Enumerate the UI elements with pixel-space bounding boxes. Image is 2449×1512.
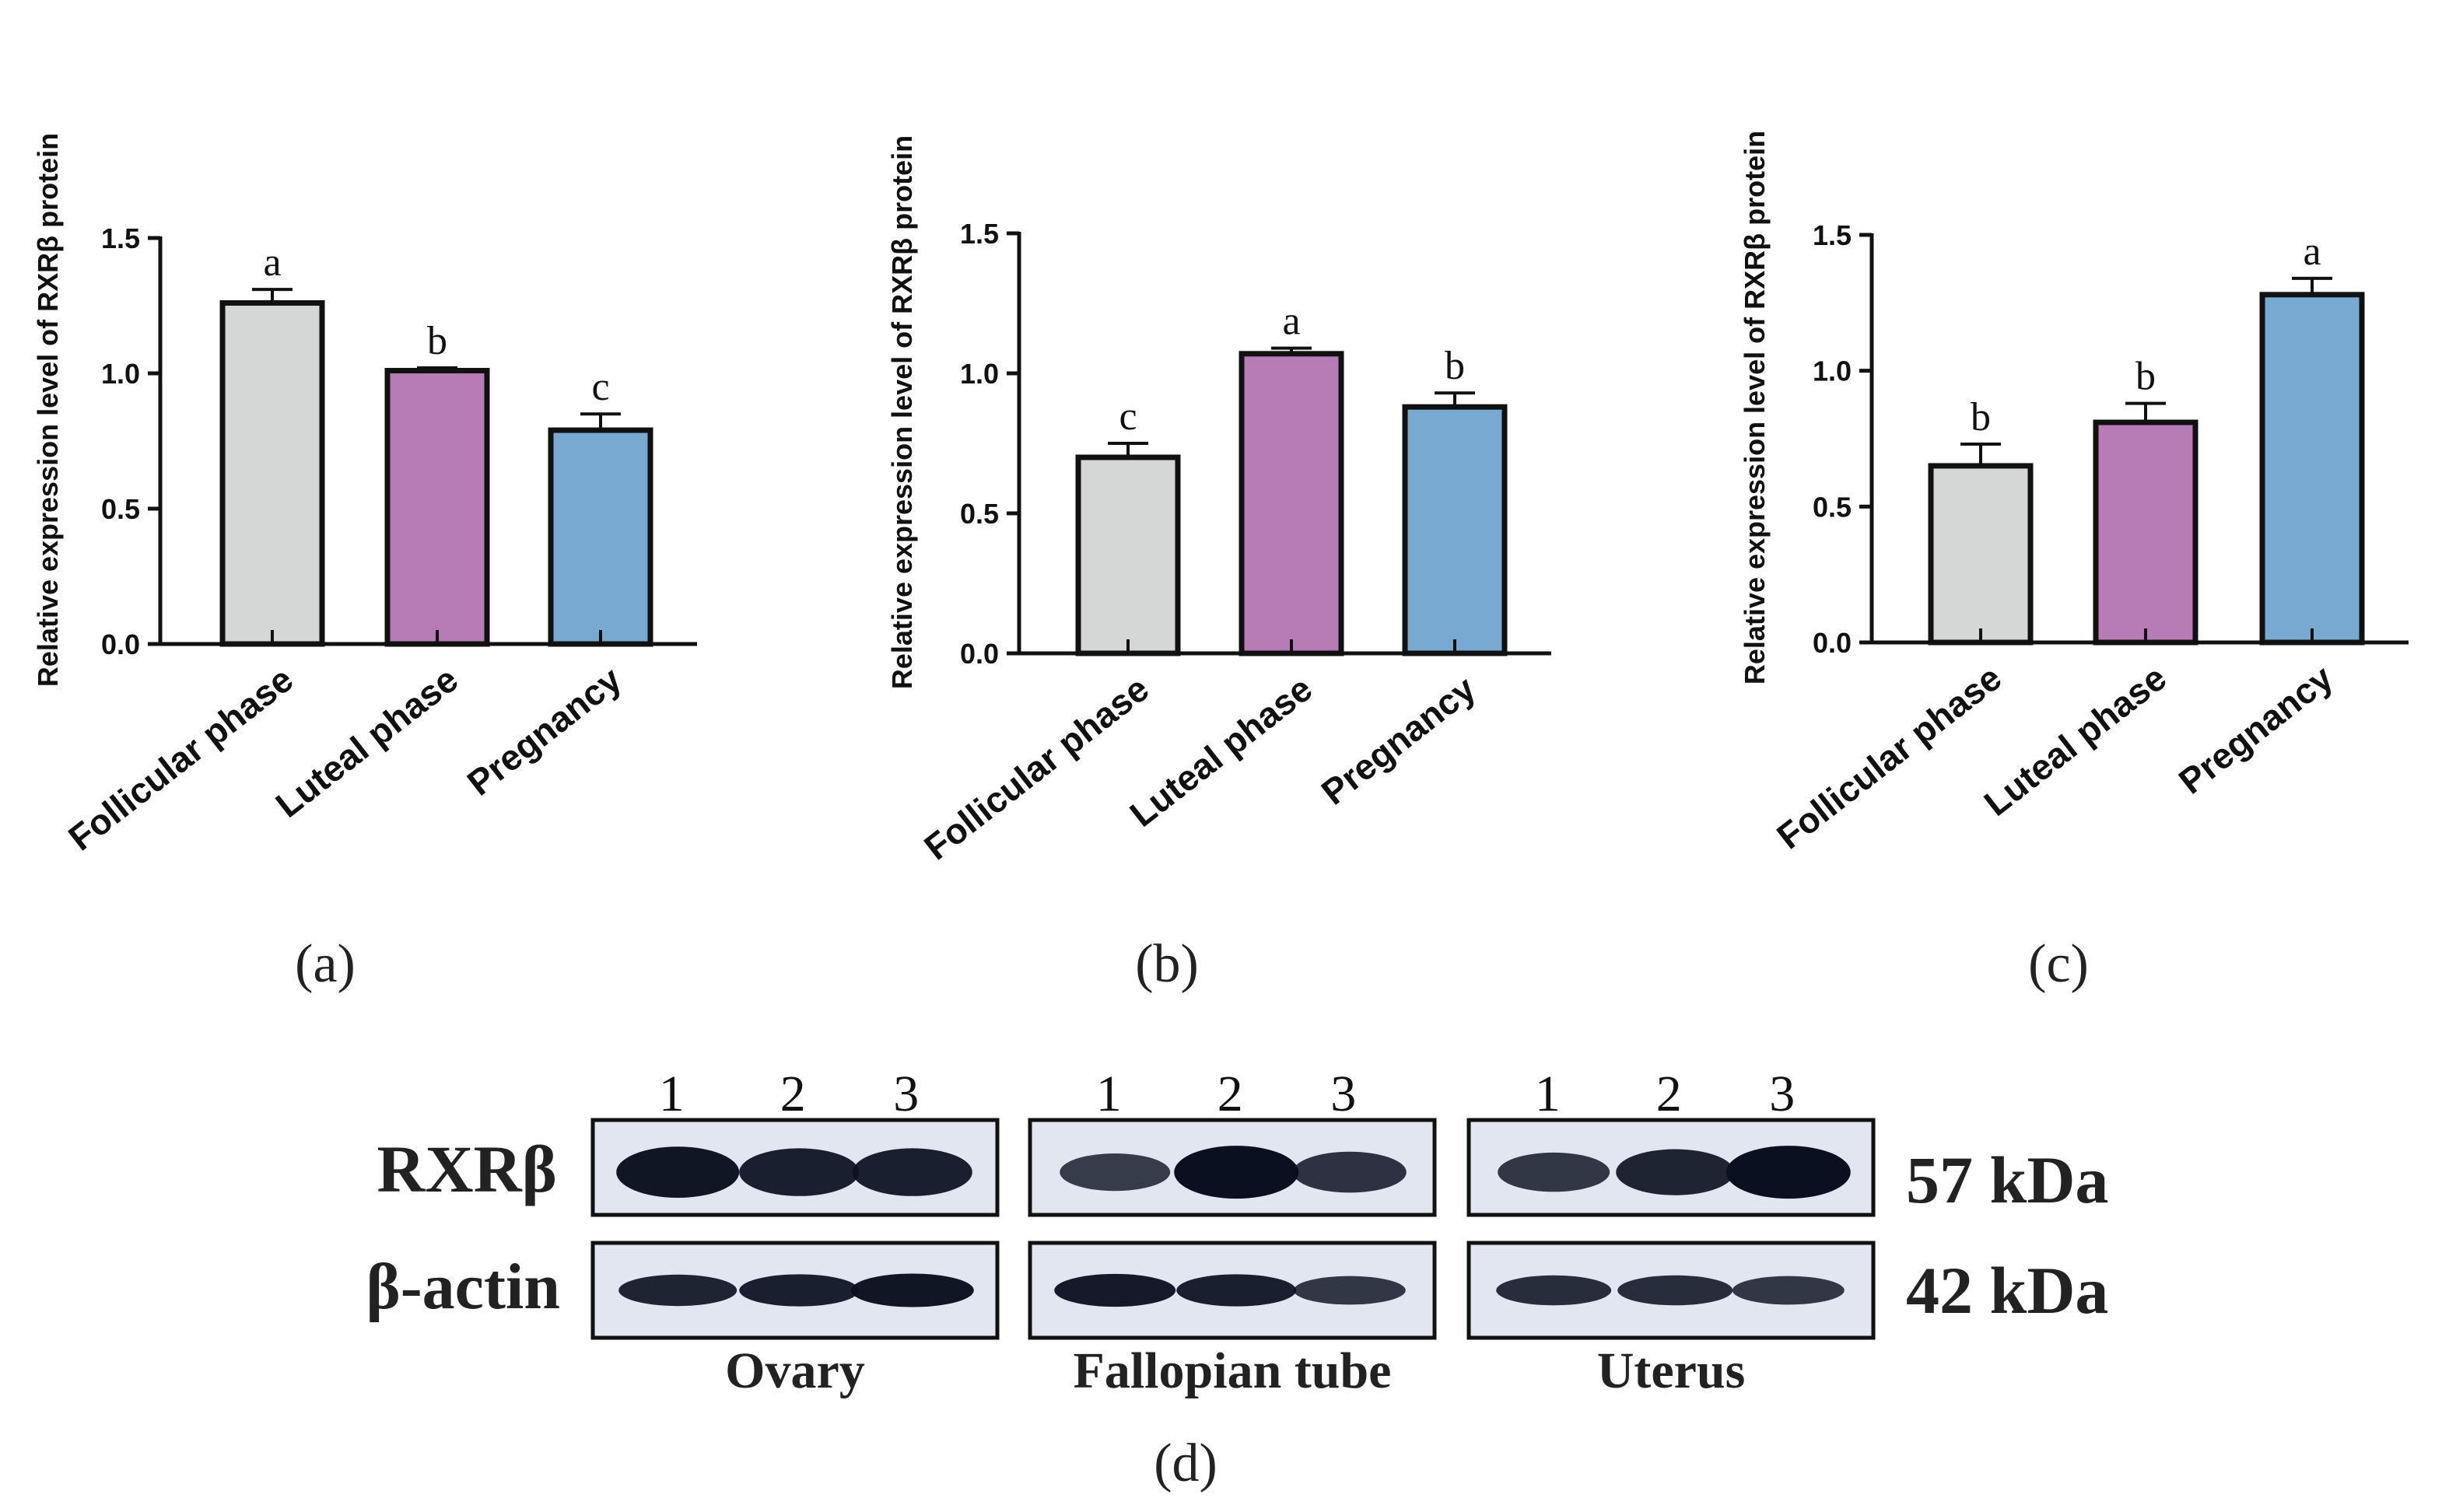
y-tick-label: 1.0	[1813, 355, 1852, 387]
significance-letter: b	[2135, 355, 2156, 399]
blot-band	[739, 1148, 860, 1196]
category-label: Follicular phase	[916, 668, 1156, 868]
bar-follicular-phase	[219, 300, 325, 647]
blot-band	[1174, 1146, 1299, 1199]
tissue-label: Ovary	[725, 1342, 865, 1399]
row-label-beta-actin: β-actin	[366, 1251, 560, 1323]
category-label: Luteal phase	[268, 659, 466, 825]
panel-label: (a)	[295, 934, 356, 994]
significance-letter: a	[2303, 229, 2321, 274]
lane-number: 3	[893, 1066, 919, 1122]
panel-label: (b)	[1135, 934, 1199, 994]
bar-pregnancy	[2259, 292, 2365, 646]
lane-number: 2	[1217, 1066, 1243, 1122]
bar-follicular-phase	[1928, 463, 2034, 646]
blot-band	[1616, 1149, 1735, 1195]
panel-label: (d)	[1154, 1433, 1217, 1493]
blot-band	[618, 1274, 738, 1307]
bar-luteal-phase	[384, 368, 490, 647]
y-tick-label: 1.5	[101, 222, 140, 254]
blot-band	[1292, 1151, 1407, 1193]
bar-pregnancy	[1402, 404, 1508, 656]
category-label: Pregnancy	[2171, 657, 2341, 802]
row-label-rxrb: RXRβ	[377, 1132, 557, 1206]
y-axis-title: Relative expression level of RXRβ protei…	[1739, 131, 1771, 684]
chart-b: 0.0 0.5 1.0 1.5 Relative expression level of…	[886, 135, 1551, 994]
bar-charts: 0.0 0.5 1.0 1.5 Relative expression level of…	[32, 131, 2409, 994]
significance-letter: a	[263, 240, 281, 285]
chart-a: 0.0 0.5 1.0 1.5 Relative expression level of…	[32, 133, 697, 994]
blot-band	[616, 1146, 740, 1198]
significance-letter: c	[591, 365, 609, 409]
lane-number: 3	[1330, 1066, 1356, 1122]
blot-band	[850, 1273, 974, 1307]
y-tick-label: 0.0	[960, 638, 999, 670]
significance-letter: a	[1282, 299, 1300, 344]
kda-label-42: 42 kDa	[1906, 1253, 2108, 1328]
y-tick-label: 1.0	[101, 358, 140, 390]
panel-label: (c)	[2028, 934, 2089, 994]
category-label: Follicular phase	[1769, 657, 2009, 857]
blot-band	[1732, 1276, 1845, 1305]
lane-number: 2	[780, 1066, 806, 1122]
tissue-label: Uterus	[1597, 1342, 1746, 1399]
kda-label-57: 57 kDa	[1906, 1143, 2108, 1217]
lane-number: 1	[1535, 1066, 1561, 1122]
blot-band	[739, 1274, 860, 1307]
y-axis-title: Relative expression level of RXRβ protei…	[886, 135, 918, 689]
y-tick-label: 1.5	[960, 218, 999, 250]
significance-letter: b	[427, 319, 447, 363]
tissue-label: Fallopian tube	[1074, 1342, 1392, 1399]
y-tick-label: 0.5	[960, 498, 999, 530]
blot-uterus: 1 2 3 Uterus	[1466, 1066, 1876, 1399]
y-tick-label: 0.5	[101, 493, 140, 525]
bar-pregnancy	[548, 427, 653, 647]
blot-ovary: 1 2 3 Ovary	[590, 1066, 1000, 1399]
y-tick-label: 0.0	[1813, 627, 1852, 659]
significance-letter: c	[1119, 394, 1137, 439]
bar-luteal-phase	[1239, 351, 1344, 656]
western-blot: 1 2 3 Ovary 1 2 3 Fallopian tube 1 2 3 Uterus RXRβ β-…	[366, 1066, 2108, 1493]
blot-band	[1726, 1146, 1851, 1199]
y-tick-label: 1.0	[960, 358, 999, 390]
blot-band	[1496, 1275, 1612, 1306]
blot-band	[1617, 1275, 1733, 1306]
blot-band	[1176, 1274, 1297, 1307]
lane-number: 1	[1096, 1066, 1122, 1122]
bar-follicular-phase	[1075, 454, 1181, 656]
blot-fallopian-tube: 1 2 3 Fallopian tube	[1028, 1066, 1437, 1399]
lane-number: 2	[1656, 1066, 1682, 1122]
significance-letter: b	[1445, 344, 1465, 388]
chart-c: 0.0 0.5 1.0 1.5 Relative expression level of…	[1739, 131, 2409, 994]
significance-letter: b	[1971, 395, 1991, 439]
lane-number: 3	[1769, 1066, 1795, 1122]
category-label: Pregnancy	[460, 659, 629, 803]
category-label: Luteal phase	[1977, 657, 2174, 824]
blot-band	[1498, 1152, 1610, 1192]
blot-band	[852, 1148, 972, 1196]
blot-band	[1054, 1273, 1176, 1307]
blot-band	[1060, 1153, 1171, 1192]
blot-band	[1293, 1276, 1406, 1305]
y-tick-label: 0.0	[101, 628, 140, 660]
category-label: Luteal phase	[1123, 668, 1320, 835]
lane-number: 1	[659, 1066, 685, 1122]
y-axis-title: Relative expression level of RXRβ protei…	[32, 133, 64, 687]
y-tick-label: 0.5	[1813, 491, 1852, 523]
category-label: Pregnancy	[1314, 668, 1484, 813]
bar-luteal-phase	[2093, 419, 2198, 646]
category-label: Follicular phase	[61, 659, 300, 859]
y-tick-label: 1.5	[1813, 219, 1852, 251]
